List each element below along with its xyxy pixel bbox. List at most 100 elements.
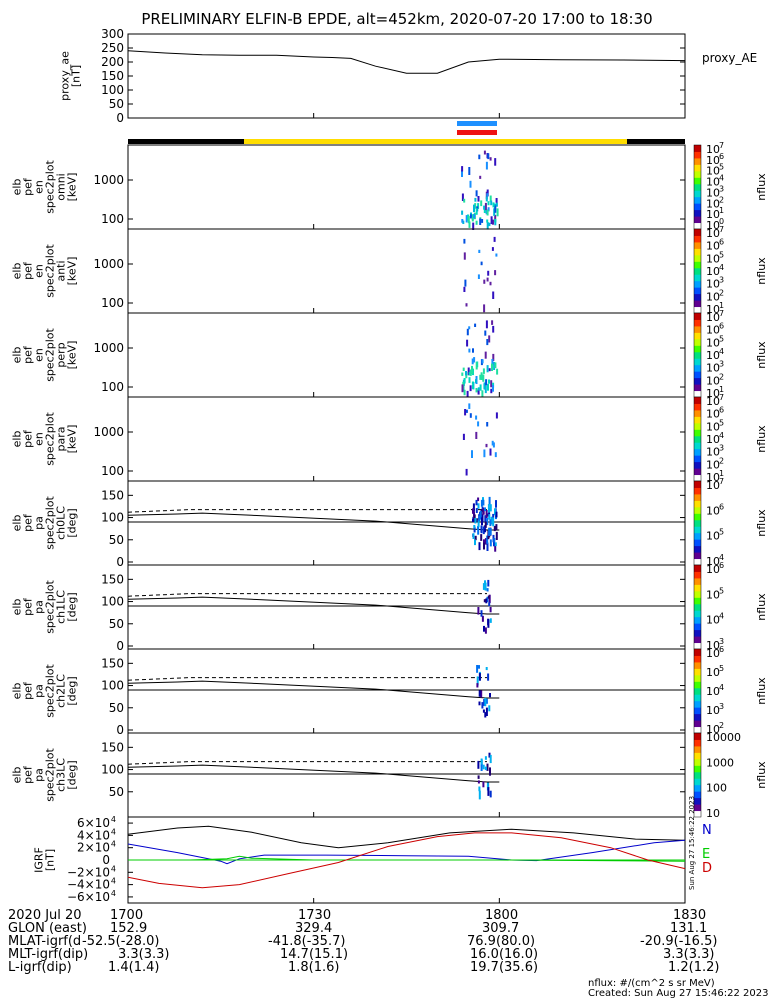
colorbar-tick-exponent: 7 [719, 225, 724, 234]
colorbar-swatch [694, 325, 701, 333]
colorbar-swatch [694, 196, 701, 204]
colorbar-swatch [694, 590, 701, 598]
spectrogram-pixel [473, 357, 476, 363]
spectrogram-pixel [483, 625, 485, 632]
colorbar-tick-exponent: 7 [719, 477, 724, 486]
ch1lc-spectrogram [477, 579, 492, 634]
ylabel-line: spec2plot [44, 412, 57, 466]
colorbar-swatch [694, 235, 701, 243]
spectrogram-pixel [476, 676, 479, 686]
spectrogram-pixel [469, 413, 472, 418]
spectrogram-pixel [474, 518, 477, 524]
spectrogram-pixel [469, 214, 472, 219]
spectrogram-pixel [489, 790, 492, 798]
spectrogram-pixel [491, 363, 493, 371]
row-value: 19.7(35.6) [470, 960, 539, 975]
y-tick-label: 0 [116, 639, 124, 653]
figure-title: PRELIMINARY ELFIN-B EPDE, alt=452km, 202… [141, 10, 652, 28]
spectrogram-pixel [472, 533, 475, 539]
spectrogram-pixel [464, 409, 467, 416]
row-value: 3.3(3.3) [663, 947, 715, 962]
colorbar-label: nflux [755, 257, 768, 285]
colorbar-swatch [694, 532, 701, 540]
spectrogram-pixel [478, 154, 481, 160]
ylabel-line: pef [22, 429, 35, 448]
y-tick-label: 50 [109, 785, 124, 799]
spectrogram-pixel [479, 510, 482, 520]
y-tick-exponent: 4 [111, 889, 116, 898]
spectrogram-pixel [468, 326, 471, 330]
colorbar-tick-label: 10 [706, 143, 720, 156]
y-tick-label: 300 [101, 27, 124, 41]
spectrogram-pixel [477, 519, 480, 527]
ch0lc-panel [127, 480, 686, 566]
colorbar-swatch [694, 474, 701, 482]
spectrogram-pixel [486, 219, 489, 223]
spectrogram-pixel [471, 450, 473, 458]
spectrogram-pixel [484, 515, 487, 522]
spectrogram-pixel [478, 701, 481, 706]
spectrogram-pixel [463, 198, 466, 203]
spectrogram-pixel [490, 200, 493, 206]
spectrogram-pixel [468, 377, 471, 383]
spectrogram-pixel [492, 517, 495, 527]
spectrogram-pixel [465, 215, 468, 223]
colorbar-swatch [694, 636, 701, 644]
ylabel-line: [keV] [66, 425, 79, 454]
colorbar-swatch [694, 552, 701, 560]
spectrogram-pixel [479, 384, 482, 391]
spectrogram-pixel [486, 596, 489, 603]
ch2lc-spectrogram [476, 665, 491, 718]
colorbar-swatch [694, 726, 701, 734]
colorbar-swatch [694, 810, 701, 818]
spectrogram-pixel [492, 325, 495, 333]
row-value: 76.9(80.0) [467, 934, 536, 949]
spectrogram-pixel [482, 526, 485, 535]
colorbar-tick-exponent: 7 [719, 309, 724, 318]
y-tick-label: 100 [101, 763, 124, 777]
ylabel-line: [keV] [66, 341, 79, 370]
spectrogram-pixel [481, 359, 484, 364]
colorbar-tick-exponent: 4 [719, 174, 724, 183]
spectrogram-pixel [472, 508, 474, 514]
spectrogram-pixel [486, 365, 489, 373]
spectrogram-pixel [492, 442, 495, 448]
spectrogram-pixel [463, 389, 466, 396]
anti-spectrogram [463, 236, 498, 313]
omni-panel [127, 144, 686, 230]
row-value: 131.1 [670, 921, 708, 936]
spectrogram-pixel [482, 368, 485, 374]
ylabel-line: pef [22, 681, 35, 700]
colorbar-swatch [694, 229, 701, 236]
spectrogram-pixel [485, 379, 488, 386]
ylabel-line: ch1LC [55, 590, 68, 624]
ylabel-line: [nT] [70, 65, 83, 87]
colorbar-swatch [694, 448, 701, 456]
y-tick-label: 50 [109, 617, 124, 631]
spectrogram-pixel [495, 202, 498, 207]
colorbar-swatch [694, 739, 701, 747]
spectrogram-pixel [482, 507, 485, 515]
spectrogram-pixel [463, 286, 466, 292]
spectrogram-pixel [494, 452, 497, 458]
colorbar-tick-label: 10 [706, 704, 720, 717]
spectrogram-pixel [478, 673, 481, 681]
y-tick-label: 150 [101, 740, 124, 754]
colorbar-tick-label: 10 [706, 186, 720, 199]
spectrogram-pixel [486, 518, 489, 526]
spectrogram-pixel [461, 372, 464, 376]
ch1lc-panel [127, 564, 686, 650]
ylabel-line: spec2plot [44, 244, 57, 298]
spectrogram-pixel [495, 511, 498, 518]
ylabel-line: elb [11, 431, 24, 448]
spectrogram-pixel [488, 752, 491, 758]
ylabel-line: elb [11, 767, 24, 784]
ylabel-line: IGRF [33, 847, 46, 873]
row-value: 14.7(15.1) [280, 947, 349, 962]
colorbar-tick-exponent: 6 [719, 322, 724, 331]
